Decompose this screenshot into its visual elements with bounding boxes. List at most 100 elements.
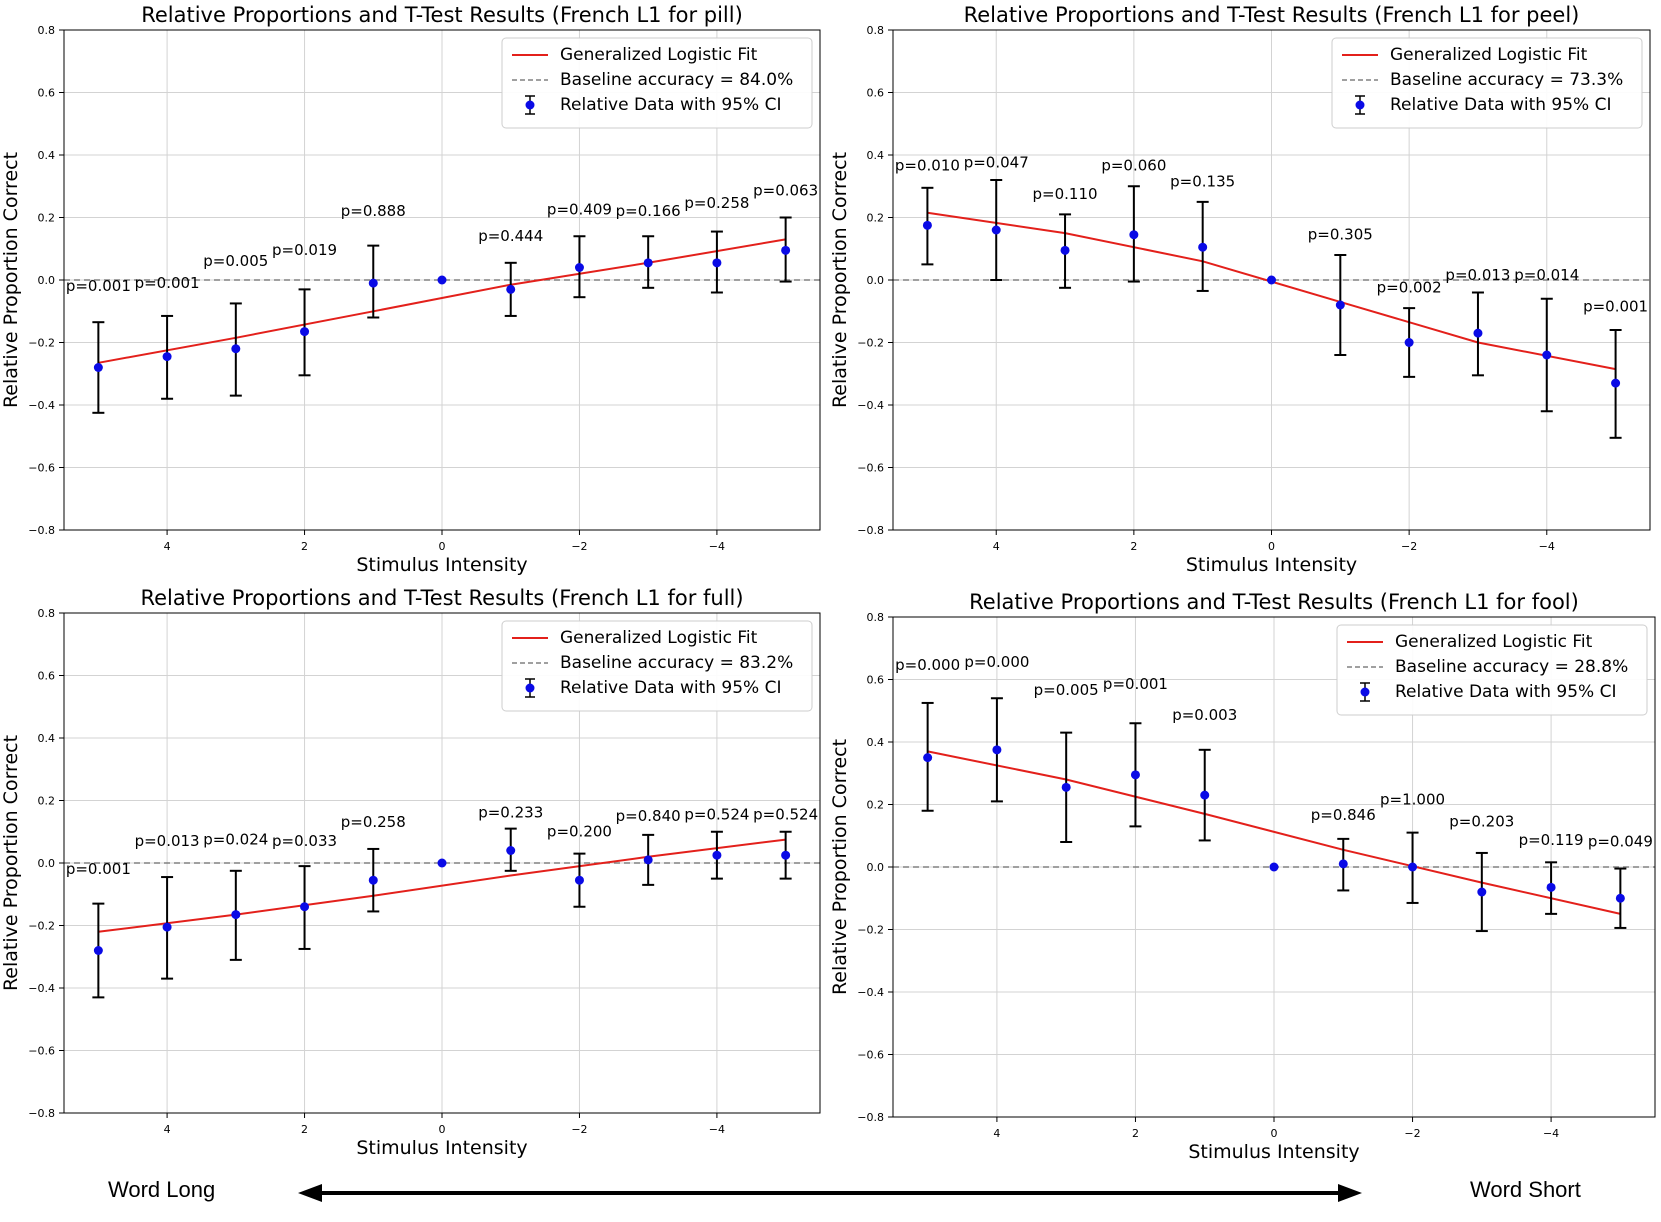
legend-point-swatch [1360, 687, 1370, 697]
y-tick-label: −0.8 [857, 524, 884, 537]
y-axis-label: Relative Proportion Correct [829, 739, 851, 995]
x-tick-label: 0 [439, 540, 446, 553]
y-tick-label: −0.8 [28, 1107, 55, 1120]
y-tick-label: −0.4 [857, 399, 884, 412]
legend-point-swatch [525, 100, 535, 110]
legend-entry: Baseline accuracy = 83.2% [560, 653, 793, 673]
data-point [93, 946, 103, 955]
legend-entry: Relative Data with 95% CI [560, 678, 782, 698]
data-point [231, 344, 241, 354]
data-point [1267, 275, 1276, 285]
data-point [1338, 859, 1348, 869]
y-tick-label: 0.2 [867, 799, 885, 812]
p-value-label: p=0.005 [203, 252, 268, 270]
p-value-label: p=0.001 [1103, 675, 1168, 693]
p-value-label: p=0.000 [964, 653, 1029, 671]
p-value-label: p=0.203 [1449, 812, 1514, 830]
legend-entry: Relative Data with 95% CI [560, 95, 782, 115]
p-value-label: p=0.233 [478, 804, 543, 822]
y-tick-label: 0.6 [38, 87, 56, 100]
x-tick-label: −2 [571, 1123, 587, 1136]
p-value-label: p=0.001 [135, 274, 200, 292]
data-point [1404, 338, 1414, 347]
y-tick-label: −0.6 [28, 462, 55, 475]
y-tick-label: −0.4 [28, 982, 55, 995]
data-point [1269, 862, 1279, 872]
data-point [991, 225, 1001, 235]
data-point [643, 258, 653, 268]
legend-entry: Generalized Logistic Fit [560, 628, 758, 648]
p-value-label: p=0.846 [1311, 806, 1376, 824]
p-value-label: p=0.001 [66, 277, 131, 295]
legend-entry: Generalized Logistic Fit [560, 45, 758, 65]
p-value-label: p=0.258 [684, 194, 749, 212]
data-point [162, 922, 172, 932]
legend-point-swatch [1355, 100, 1365, 110]
x-tick-label: −4 [709, 1123, 725, 1136]
x-tick-label: 0 [1271, 1127, 1278, 1140]
legend-entry: Baseline accuracy = 84.0% [560, 70, 793, 90]
data-point [300, 327, 310, 337]
x-axis-label: Stimulus Intensity [1186, 554, 1357, 576]
data-point [1473, 328, 1483, 338]
y-tick-label: 0.4 [867, 736, 885, 749]
data-point [574, 263, 584, 272]
data-point [781, 245, 791, 255]
legend-box [501, 37, 813, 129]
y-tick-label: 0.0 [38, 857, 56, 870]
p-value-label: p=0.305 [1308, 225, 1373, 243]
chart-title: Relative Proportions and T-Test Results … [141, 3, 743, 27]
x-tick-label: 2 [1130, 540, 1137, 553]
y-tick-label: 0.8 [38, 24, 56, 37]
data-point [712, 258, 722, 268]
data-point [437, 275, 447, 285]
data-point [1200, 790, 1210, 800]
y-tick-label: −0.2 [857, 337, 884, 350]
data-point [1335, 300, 1345, 310]
data-point [1611, 378, 1621, 388]
y-tick-label: 0.0 [38, 274, 56, 287]
legend-entry: Relative Data with 95% CI [1390, 95, 1612, 115]
y-tick-label: 0.2 [38, 795, 56, 808]
y-tick-label: 0.8 [867, 24, 885, 37]
y-tick-label: 0.6 [867, 87, 885, 100]
p-value-label: p=0.024 [203, 830, 268, 848]
chart-title: Relative Proportions and T-Test Results … [964, 3, 1580, 27]
p-value-label: p=0.063 [753, 182, 818, 200]
data-point [1546, 882, 1556, 892]
x-tick-label: 4 [993, 540, 1000, 553]
y-tick-label: −0.8 [28, 524, 55, 537]
x-tick-label: −2 [1404, 1127, 1420, 1140]
x-tick-label: −4 [1543, 1127, 1559, 1140]
data-point [781, 850, 791, 860]
p-value-label: p=0.840 [616, 807, 681, 825]
data-point [922, 220, 932, 230]
chart-title: Relative Proportions and T-Test Results … [969, 590, 1579, 614]
direction-arrow [298, 1184, 1362, 1202]
x-tick-label: 2 [1132, 1127, 1139, 1140]
chart-title: Relative Proportions and T-Test Results … [140, 586, 743, 610]
x-tick-label: −4 [1539, 540, 1555, 553]
legend: Generalized Logistic Fit Baseline accurac… [1336, 624, 1648, 716]
data-point [1198, 242, 1208, 252]
p-value-label: p=0.010 [895, 157, 960, 175]
y-tick-label: 0.4 [867, 149, 885, 162]
p-value-label: p=0.047 [964, 154, 1029, 172]
x-axis-label: Stimulus Intensity [356, 1137, 527, 1159]
data-point [1060, 245, 1070, 255]
x-tick-label: 0 [1268, 540, 1275, 553]
data-point [437, 858, 447, 868]
y-tick-label: 0.2 [867, 212, 885, 225]
word-short-label: Word Short [1470, 1177, 1581, 1202]
y-tick-label: −0.4 [857, 986, 884, 999]
fit-curve [98, 238, 786, 364]
y-tick-label: 0.6 [867, 674, 885, 687]
p-value-label: p=0.166 [616, 202, 681, 220]
y-tick-label: 0.4 [38, 732, 56, 745]
data-point [1061, 782, 1071, 792]
y-axis-label: Relative Proportion Correct [0, 735, 22, 991]
legend-entry: Relative Data with 95% CI [1395, 682, 1617, 702]
p-value-label: p=0.060 [1101, 157, 1166, 175]
